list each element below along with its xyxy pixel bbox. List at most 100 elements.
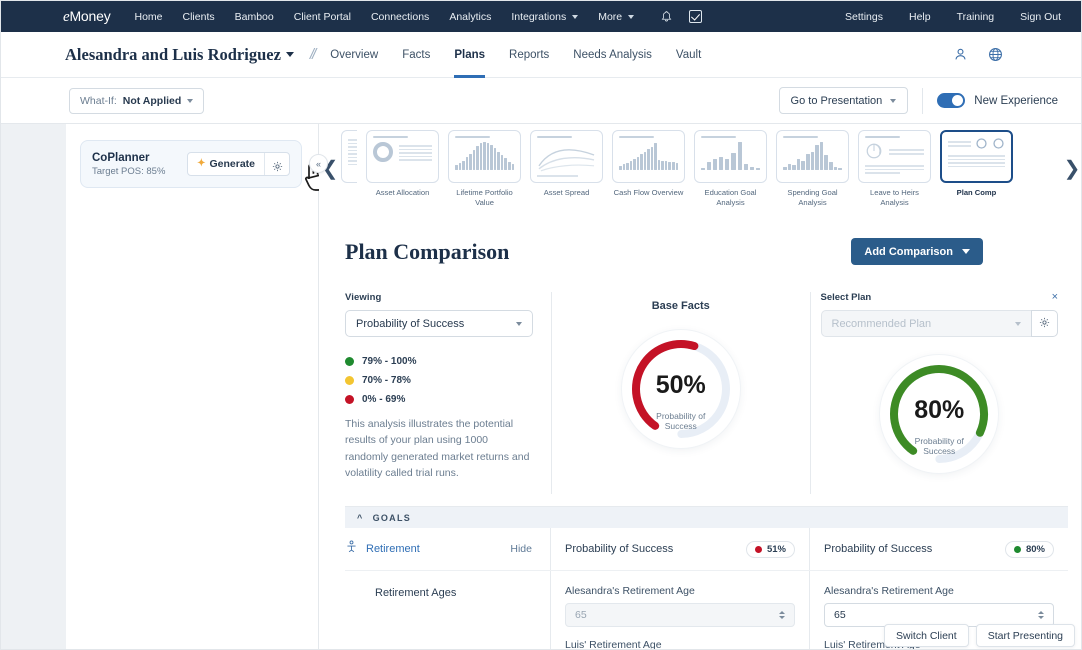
bar-chart-icon (783, 142, 842, 171)
thumbnail-label: Asset Spread (543, 188, 590, 198)
logo-money: Money (69, 7, 111, 24)
generate-button[interactable]: ✦ Generate (188, 153, 265, 175)
carousel-next-button[interactable]: ❯ (1061, 159, 1081, 179)
tab-needs-analysis[interactable]: Needs Analysis (573, 32, 652, 78)
retirement-ages-title: Retirement Ages (375, 587, 457, 599)
select-plan-settings-button[interactable] (1031, 310, 1058, 337)
coplanner-text-group: CoPlanner Target POS: 85% (92, 152, 165, 177)
task-checkbox-icon[interactable] (689, 10, 703, 23)
nav-clients[interactable]: Clients (183, 11, 215, 23)
thumbnail-preview (612, 130, 685, 184)
nav-settings-label: Settings (845, 10, 883, 23)
report-thumbnail-carousel: ❮ (319, 124, 1081, 213)
switch-client-button[interactable]: Switch Client (884, 624, 969, 647)
goal-name[interactable]: Retirement (366, 543, 420, 555)
tab-vault[interactable]: Vault (676, 32, 701, 78)
new-experience-toggle[interactable] (937, 93, 966, 108)
thumbnail-preview (448, 130, 521, 184)
thumbnail-asset-spread[interactable]: Asset Spread (530, 130, 603, 197)
plan-alesandra-age-value: 65 (834, 609, 846, 621)
globe-icon[interactable] (988, 47, 1003, 62)
nav-training[interactable]: Training (957, 11, 995, 23)
select-plan-row: Recommended Plan (820, 310, 1058, 337)
nav-help[interactable]: Help (909, 11, 931, 23)
nav-client-portal-label: Client Portal (293, 10, 351, 23)
hide-goal-button[interactable]: Hide (510, 543, 532, 555)
column-divider (551, 292, 552, 494)
thumbnail-asset-allocation[interactable]: Asset Allocation (366, 130, 439, 197)
tab-overview[interactable]: Overview (330, 32, 378, 78)
stepper-arrows-icon[interactable] (779, 611, 785, 619)
chevron-down-icon (962, 249, 970, 254)
goals-section-label: GOALS (372, 512, 412, 523)
thumbnail-label: Asset Allocation (375, 188, 430, 198)
thumbnail-partial-left[interactable] (341, 130, 357, 184)
column-divider (809, 292, 811, 494)
thumbnail-preview (940, 130, 1013, 184)
plan-comparison-main: Plan Comparison Add Comparison Viewing P… (319, 213, 1081, 649)
legend-dot-yellow (345, 376, 354, 385)
thumbnail-plan-comparison[interactable]: Plan Comp (940, 130, 1013, 197)
what-if-value: Not Applied (122, 94, 182, 107)
base-alesandra-age-stepper[interactable]: 65 (565, 603, 795, 627)
tab-facts[interactable]: Facts (402, 32, 430, 78)
emoney-logo[interactable]: eMoney (63, 8, 111, 26)
toolbar-divider (922, 87, 924, 114)
user-profile-icon[interactable] (953, 47, 968, 62)
thumb-mini-lines (889, 146, 924, 157)
select-plan-dropdown[interactable]: Recommended Plan (820, 310, 1031, 337)
tab-plans[interactable]: Plans (454, 32, 485, 78)
viewing-select[interactable]: Probability of Success (345, 310, 533, 337)
status-badge: 80% (1004, 540, 1054, 558)
nav-bamboo[interactable]: Bamboo (235, 11, 274, 23)
thumb-title-bar (865, 136, 901, 139)
pie-chart-icon (866, 143, 882, 159)
collapse-panel-button[interactable]: « (309, 154, 328, 173)
tab-reports[interactable]: Reports (509, 32, 549, 78)
nav-bamboo-label: Bamboo (234, 10, 274, 23)
coplanner-settings-button[interactable] (265, 153, 289, 175)
coplanner-card[interactable]: CoPlanner Target POS: 85% ✦ Generate (80, 140, 302, 188)
thumbnail-lifetime-portfolio-value[interactable]: Lifetime Portfolio Value (448, 130, 521, 207)
toolbar-right-group: Go to Presentation New Experience (778, 87, 1058, 114)
thumbnail-spending-goal-analysis[interactable]: Spending Goal Analysis (776, 130, 849, 207)
retirement-ages-base-cell: Alesandra's Retirement Age 65 Luis' Reti… (551, 571, 810, 649)
nav-more[interactable]: More (598, 11, 635, 23)
bell-icon[interactable] (660, 10, 673, 24)
coplanner-target-pos: Target POS: 85% (92, 165, 166, 177)
nav-settings[interactable]: Settings (845, 11, 883, 23)
what-if-dropdown[interactable]: What-If: Not Applied (69, 87, 205, 114)
plan-toolbar: What-If: Not Applied Go to Presentation … (1, 78, 1081, 124)
recommended-plan-gauge: 80% Probability of Success (880, 355, 999, 473)
new-experience-toggle-group[interactable]: New Experience (937, 93, 1058, 108)
thumb-title-bar (373, 136, 409, 139)
plans-left-panel: CoPlanner Target POS: 85% ✦ Generate (66, 124, 327, 649)
goals-section-header[interactable]: ^ GOALS (345, 506, 1068, 528)
chevron-down-icon (628, 14, 635, 19)
nav-client-portal[interactable]: Client Portal (294, 11, 351, 23)
go-to-presentation-dropdown[interactable]: Go to Presentation (778, 87, 909, 114)
recommended-plan-gauge-caption: Probability of Success (914, 435, 964, 456)
add-comparison-button[interactable]: Add Comparison (851, 238, 983, 265)
gauge-arc (890, 365, 989, 463)
nav-sign-out-label: Sign Out (1020, 10, 1061, 23)
nav-integrations[interactable]: Integrations (511, 11, 579, 23)
thumb-title-bar (701, 136, 737, 139)
nav-home[interactable]: Home (135, 11, 163, 23)
client-name-dropdown[interactable]: Alesandra and Luis Rodriguez (65, 45, 294, 65)
stepper-arrows-icon[interactable] (1038, 611, 1044, 619)
chevron-up-icon: ^ (357, 512, 364, 523)
base-facts-gauge-caption: Probability of Success (656, 410, 706, 431)
thumbnail-leave-to-heirs-analysis[interactable]: Leave to Heirs Analysis (858, 130, 931, 207)
thumbnail-education-goal-analysis[interactable]: Education Goal Analysis (694, 130, 767, 207)
start-presenting-button[interactable]: Start Presenting (975, 624, 1075, 647)
thumb-title-bar (783, 136, 819, 139)
thumbnail-cash-flow-overview[interactable]: Cash Flow Overview (612, 130, 685, 197)
coplanner-actions: ✦ Generate (187, 152, 290, 176)
nav-sign-out[interactable]: Sign Out (1020, 11, 1061, 23)
close-icon[interactable]: × (1051, 291, 1058, 303)
nav-analytics[interactable]: Analytics (449, 11, 491, 23)
nav-connections[interactable]: Connections (371, 11, 429, 23)
page-title: Plan Comparison (345, 238, 510, 264)
